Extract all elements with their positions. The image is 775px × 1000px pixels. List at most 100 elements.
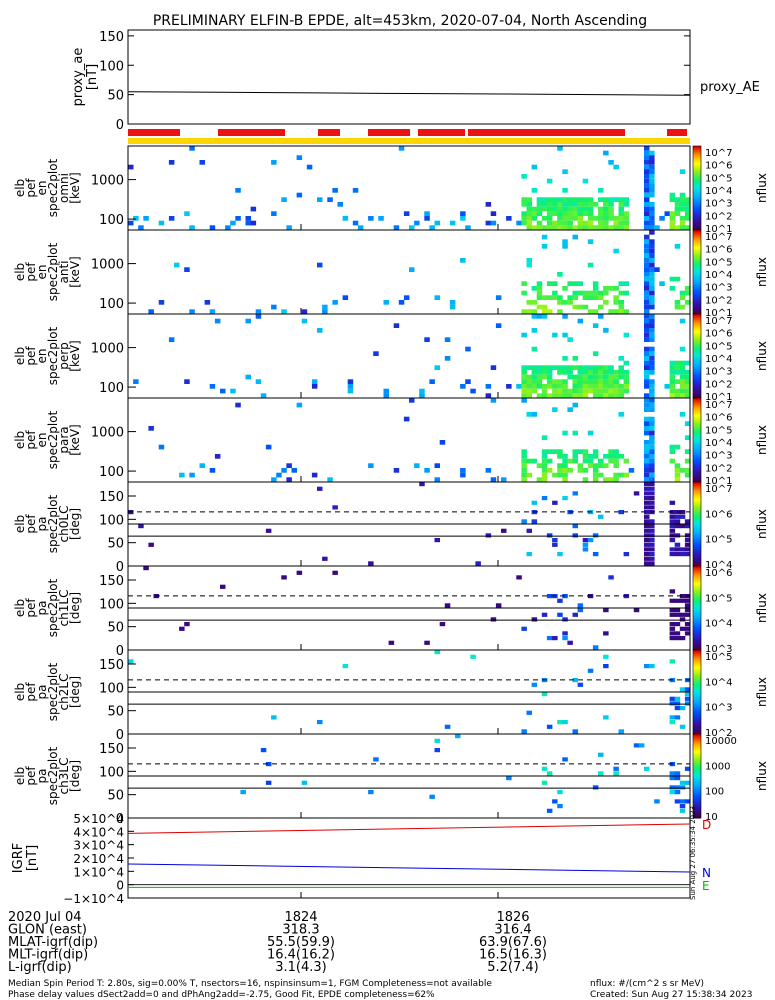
spectrogram-cell bbox=[684, 687, 691, 692]
spectrogram-cell bbox=[327, 477, 333, 482]
spectrogram-cell bbox=[649, 356, 655, 361]
colorbar-swatch bbox=[693, 154, 701, 157]
spectrogram-cell bbox=[562, 197, 568, 202]
spectrogram-cell bbox=[644, 356, 650, 361]
spectrogram-cell bbox=[684, 552, 691, 557]
spectrogram-cell bbox=[317, 486, 323, 491]
spectrogram-cell bbox=[623, 216, 630, 221]
flag-bar-yellow bbox=[128, 138, 690, 144]
colorbar-swatch bbox=[693, 209, 701, 212]
spectrogram-cell bbox=[562, 206, 568, 212]
colorbar-swatch bbox=[693, 467, 701, 470]
spectrogram-cell bbox=[613, 225, 619, 230]
spectrogram-cell bbox=[592, 323, 599, 328]
spectrogram-cell bbox=[603, 220, 609, 226]
spectrogram-cell bbox=[644, 426, 650, 431]
spectrogram-cell bbox=[490, 398, 497, 403]
colorbar-swatch bbox=[693, 755, 701, 758]
spectrogram-cell bbox=[649, 253, 655, 258]
spectrogram-cell bbox=[608, 202, 614, 207]
spectrogram-cell bbox=[490, 211, 497, 216]
spectrogram-cell bbox=[649, 304, 655, 310]
spectrogram-cell bbox=[352, 220, 359, 226]
spectrogram-cell bbox=[567, 370, 573, 375]
spectrogram-cell bbox=[521, 477, 527, 482]
spectrogram-cell bbox=[644, 150, 650, 156]
spectrogram-cell bbox=[572, 384, 578, 389]
spectrogram-cell bbox=[531, 211, 538, 216]
colorbar-swatch bbox=[693, 410, 701, 414]
colorbar-swatch bbox=[693, 757, 701, 760]
proxy-ae-ytick-label: 100 bbox=[99, 59, 124, 74]
igrf-ytick-label: 2×10^4 bbox=[73, 852, 124, 866]
spectrogram-cell bbox=[582, 178, 589, 184]
spectrogram-cell bbox=[644, 449, 650, 454]
spectrogram-cell bbox=[592, 468, 599, 473]
spectrogram-cell bbox=[521, 454, 527, 459]
spectrogram-cell bbox=[603, 715, 609, 720]
spectrogram-cell bbox=[582, 379, 589, 384]
spectrogram-cell bbox=[577, 388, 584, 394]
spectrogram-cell bbox=[541, 496, 548, 501]
spectrogram-cell bbox=[684, 379, 691, 384]
colorbar-swatch bbox=[693, 328, 701, 332]
colorbar-swatch bbox=[693, 316, 701, 319]
spectrogram-cell bbox=[271, 160, 277, 165]
spectrogram-cell bbox=[684, 211, 691, 216]
spectrogram-cell bbox=[684, 524, 691, 529]
colorbar-tick-label: 10^6 bbox=[705, 568, 732, 579]
colorbar-swatch bbox=[693, 261, 701, 265]
spectrogram-cell bbox=[613, 393, 619, 398]
spectrogram-cell bbox=[644, 309, 650, 314]
spectrogram-cell bbox=[521, 309, 527, 314]
spectrogram-cell bbox=[669, 220, 676, 226]
spectrogram-cell bbox=[684, 393, 691, 398]
spectrogram-cell bbox=[669, 790, 676, 795]
ephemeris-value-1824: 1824 bbox=[284, 910, 317, 925]
spectrogram-cell bbox=[613, 384, 619, 389]
spectrogram-cell bbox=[562, 202, 568, 207]
colorbar-swatch bbox=[693, 192, 701, 195]
colorbar-swatch bbox=[693, 748, 701, 752]
spectrogram-cell bbox=[444, 724, 451, 729]
spectrogram-cell bbox=[572, 524, 578, 529]
colorbar-swatch bbox=[693, 215, 701, 218]
colorbar-swatch bbox=[693, 167, 701, 170]
colorbar-swatch bbox=[693, 475, 701, 479]
colorbar-swatch bbox=[693, 374, 701, 378]
spectrogram-cell bbox=[419, 393, 425, 398]
spectrogram-cell bbox=[674, 463, 681, 468]
spectrogram-cell bbox=[669, 286, 676, 291]
spectrogram-cell bbox=[337, 202, 343, 207]
spectrogram-cell bbox=[669, 776, 676, 781]
spectrogram-cell bbox=[669, 276, 676, 282]
colorbar-swatch bbox=[693, 295, 701, 298]
spectrogram-cell bbox=[603, 202, 609, 207]
spectrogram-cell bbox=[209, 384, 216, 389]
spectrogram-cell bbox=[608, 477, 614, 482]
spectrogram-cell bbox=[485, 468, 492, 473]
spectrogram-cell bbox=[449, 300, 456, 305]
flag-bar-red bbox=[128, 129, 180, 136]
spectrogram-cell bbox=[669, 393, 676, 398]
spectrogram-cell bbox=[649, 332, 655, 338]
colorbar-tick-label: 10^3 bbox=[705, 283, 732, 294]
spectrogram-cell bbox=[301, 780, 308, 785]
colorbar-swatch bbox=[693, 687, 701, 691]
colorbar-swatch bbox=[693, 425, 701, 428]
colorbar-swatch bbox=[693, 540, 701, 544]
spectrogram-cell bbox=[562, 300, 568, 305]
spectrogram-cell bbox=[531, 314, 538, 319]
spectrogram-ytick-label: 100 bbox=[99, 297, 124, 312]
spectrogram-ylabel-line: elb bbox=[13, 599, 27, 617]
spectrogram-cell bbox=[567, 216, 573, 221]
spectrogram-cell bbox=[587, 463, 594, 468]
footer-created: Created: Sun Aug 27 15:38:34 2023 bbox=[590, 990, 752, 1000]
spectrogram-cell bbox=[557, 612, 563, 617]
spectrogram-cell bbox=[598, 370, 604, 375]
spectrogram-cell bbox=[618, 300, 624, 305]
spectrogram-cell bbox=[552, 295, 558, 300]
spectrogram-cell bbox=[546, 216, 553, 221]
spectrogram-ytick-label: 100 bbox=[99, 381, 124, 396]
colorbar-tick-label: 10^6 bbox=[705, 245, 732, 256]
